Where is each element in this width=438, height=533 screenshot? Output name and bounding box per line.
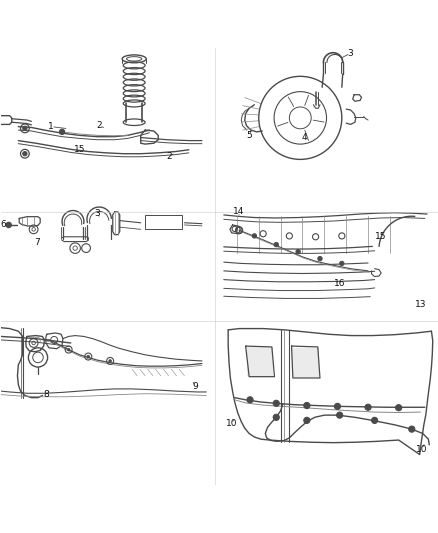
- FancyBboxPatch shape: [145, 215, 182, 229]
- FancyBboxPatch shape: [247, 348, 273, 376]
- Circle shape: [23, 151, 27, 156]
- Text: 13: 13: [415, 301, 426, 310]
- Circle shape: [365, 404, 371, 410]
- Circle shape: [273, 414, 279, 421]
- Circle shape: [304, 417, 310, 423]
- Circle shape: [274, 243, 279, 247]
- Circle shape: [296, 249, 300, 254]
- Text: 2: 2: [96, 121, 102, 130]
- Text: 7: 7: [34, 238, 39, 247]
- Text: 10: 10: [416, 445, 427, 454]
- Circle shape: [87, 355, 90, 358]
- Circle shape: [60, 129, 65, 134]
- Text: 3: 3: [348, 49, 353, 58]
- Text: 16: 16: [334, 279, 346, 288]
- Text: 15: 15: [375, 232, 387, 241]
- Circle shape: [247, 397, 253, 403]
- Text: 1: 1: [48, 122, 54, 131]
- Circle shape: [318, 256, 322, 261]
- Circle shape: [334, 403, 340, 409]
- Text: 10: 10: [226, 419, 237, 429]
- Text: 5: 5: [246, 131, 252, 140]
- Circle shape: [336, 412, 343, 418]
- Text: 9: 9: [192, 382, 198, 391]
- Text: 15: 15: [74, 145, 85, 154]
- Circle shape: [371, 417, 378, 423]
- Text: 6: 6: [0, 221, 6, 230]
- Circle shape: [23, 126, 27, 131]
- Circle shape: [109, 360, 111, 362]
- Circle shape: [304, 402, 310, 409]
- Circle shape: [6, 222, 11, 228]
- FancyBboxPatch shape: [293, 348, 319, 377]
- Circle shape: [339, 261, 344, 265]
- Text: 8: 8: [44, 390, 49, 399]
- Text: 14: 14: [233, 207, 244, 216]
- Circle shape: [252, 233, 257, 238]
- Circle shape: [396, 405, 402, 411]
- Text: 3: 3: [94, 208, 100, 217]
- Circle shape: [409, 426, 415, 432]
- Text: 4: 4: [302, 133, 307, 142]
- Text: 2: 2: [166, 152, 172, 161]
- Circle shape: [273, 400, 279, 406]
- Circle shape: [67, 348, 70, 351]
